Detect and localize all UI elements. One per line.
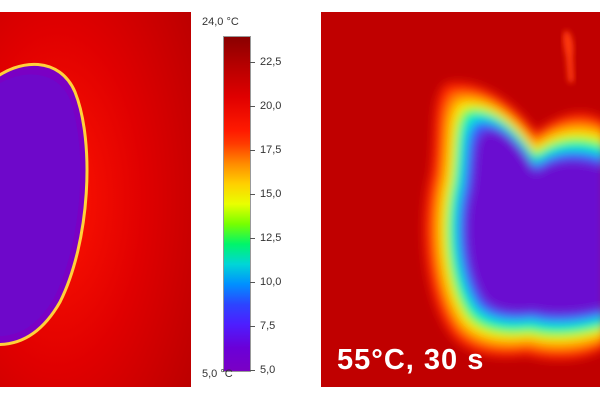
scale-tick (250, 62, 255, 64)
stem (562, 30, 574, 83)
scale-tick-label: 12,5 (260, 232, 282, 245)
scale-tick-label: 20,0 (260, 100, 282, 113)
scale-tick (250, 282, 255, 284)
scale-tick-label: 10,0 (260, 276, 282, 289)
scale-tick-label: 7,5 (260, 320, 276, 333)
scale-tick (250, 106, 255, 108)
scale-tick-label: 17,5 (260, 144, 282, 157)
treatment-caption: 55°C, 30 s (337, 344, 485, 376)
scale-tick-label: 5,0 (260, 364, 276, 376)
scale-tick-label: 22,5 (260, 56, 282, 69)
color-scale-bar (223, 36, 251, 372)
scale-max-label: 24,0 °C (202, 16, 239, 28)
scale-tick (250, 238, 255, 240)
scale-tick (250, 370, 255, 371)
scale-tick (250, 150, 255, 152)
thermal-image-right (321, 12, 600, 387)
temperature-scale: 24,0 °C 5,0 °C 22,5 20,0 17,5 15,0 12,5 10,0 7… (196, 12, 316, 387)
scale-tick (250, 194, 255, 196)
thermal-image-left (0, 12, 191, 387)
scale-tick (250, 326, 255, 328)
scale-min-label: 5,0 °C (202, 368, 233, 380)
left-apple-shape (0, 62, 89, 346)
scale-tick-label: 15,0 (260, 188, 282, 201)
